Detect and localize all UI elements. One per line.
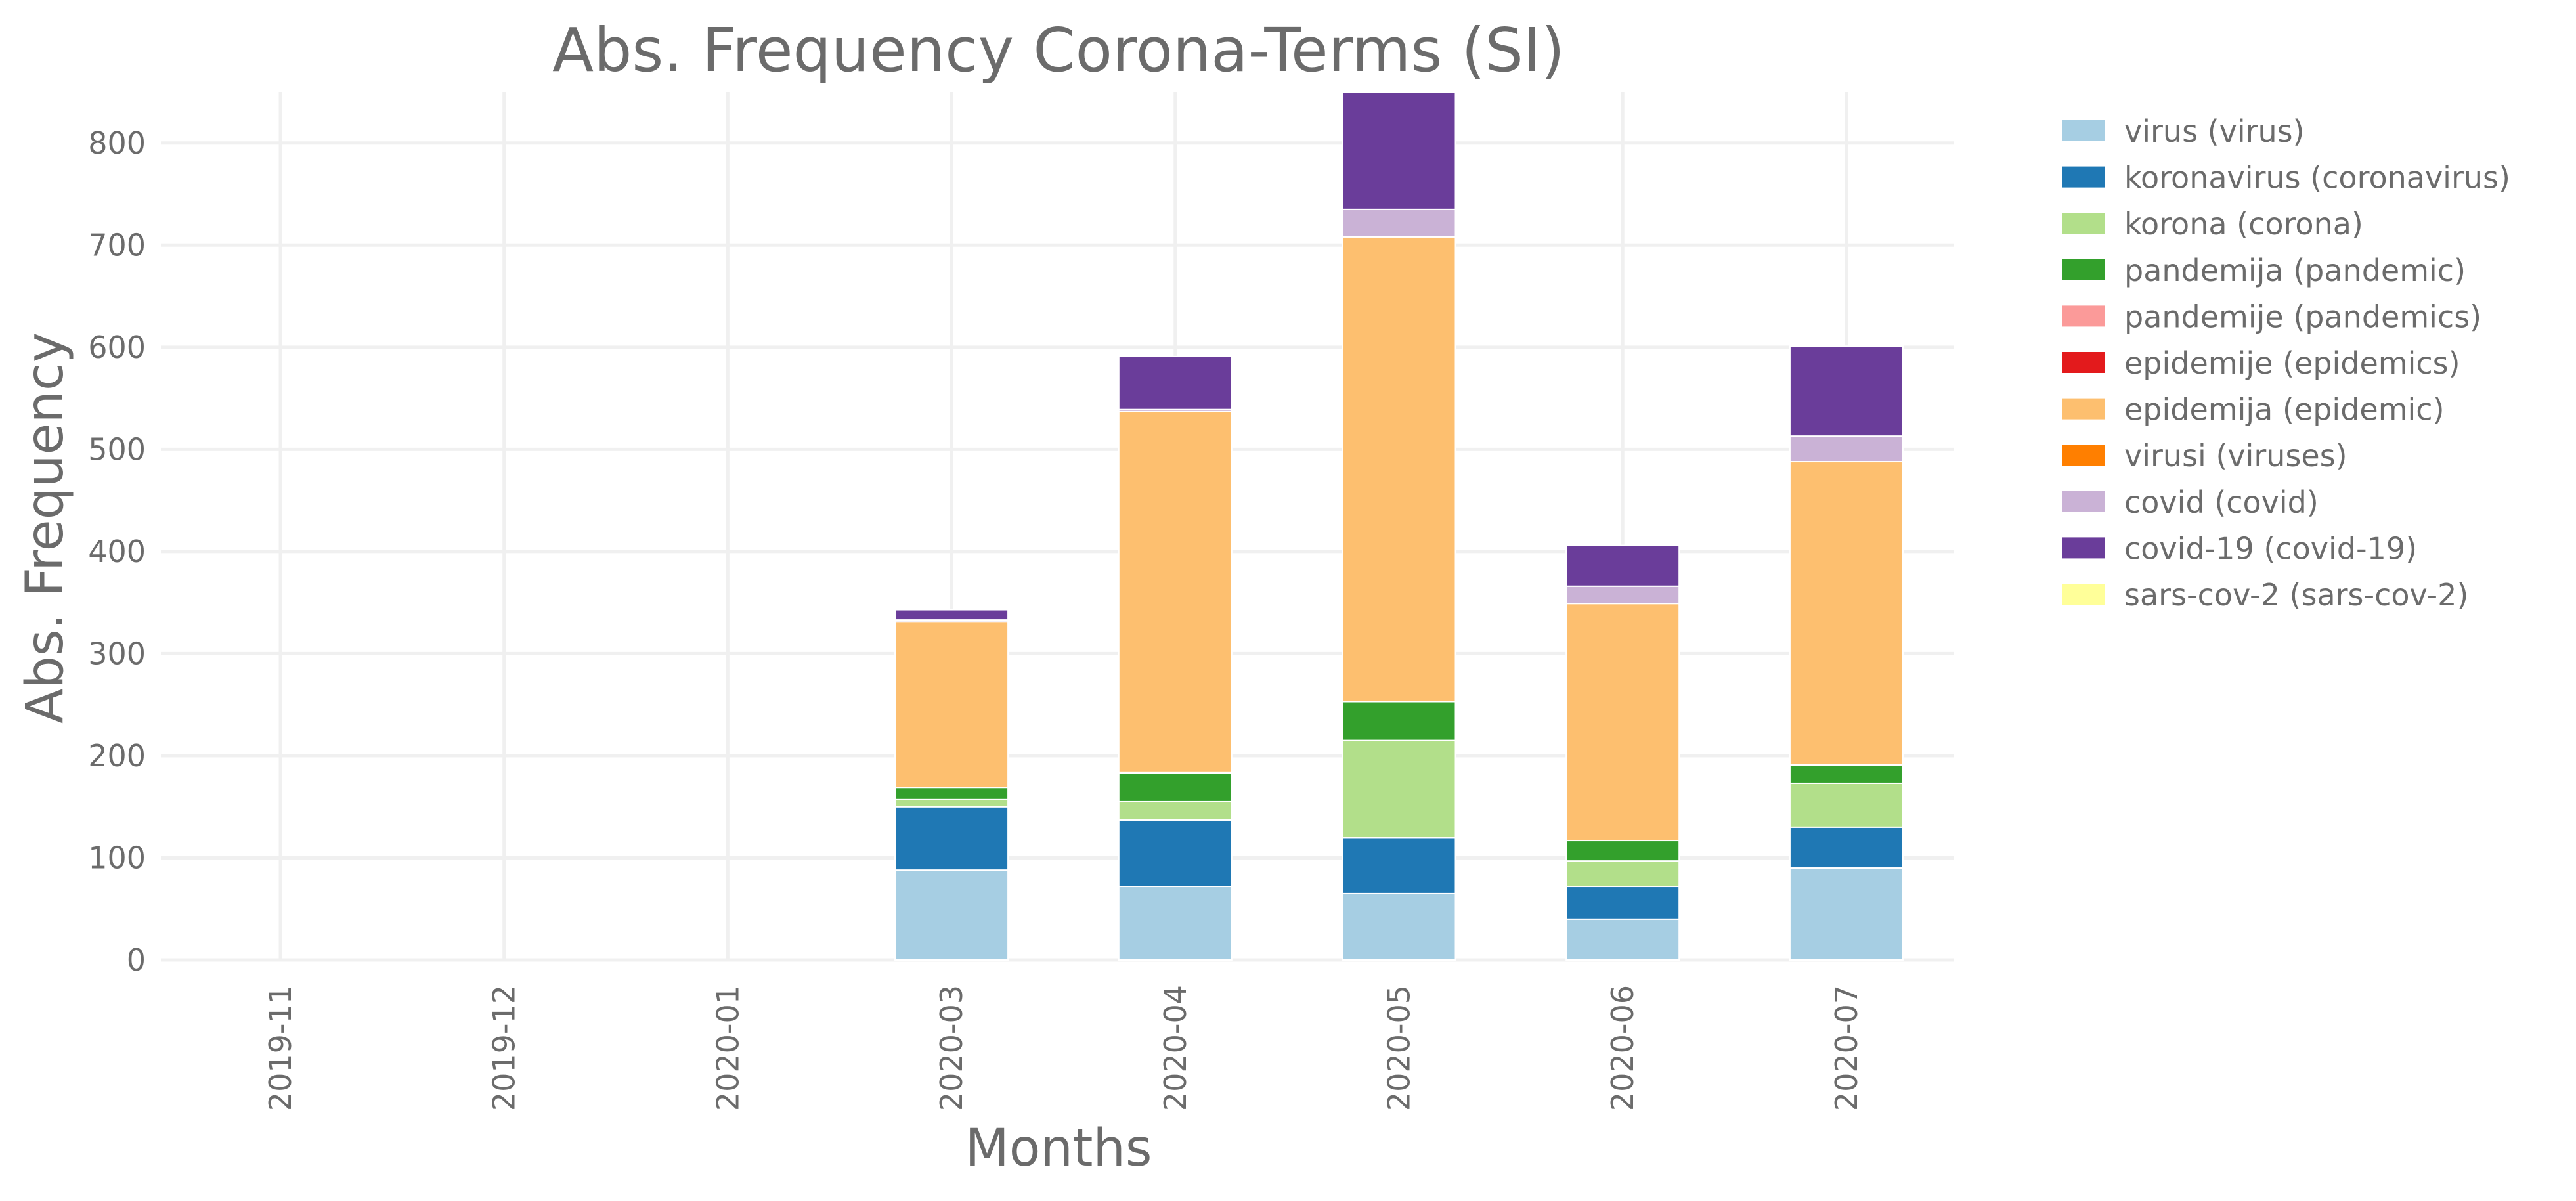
y-tick-label: 800	[88, 125, 146, 161]
bar-segment	[1789, 867, 1904, 961]
legend-swatch	[2062, 259, 2105, 280]
bar-segment	[1565, 840, 1680, 862]
chart-title: Abs. Frequency Corona-Terms (SI)	[552, 15, 1565, 85]
bar-stack	[1118, 355, 1233, 961]
y-tick-label: 0	[127, 942, 146, 978]
bar-segment	[1118, 819, 1233, 888]
x-tick-label: 2019-11	[263, 985, 298, 1111]
bar-segment	[1118, 355, 1233, 410]
bar-stack	[1789, 345, 1904, 961]
bar-segment	[1118, 800, 1233, 821]
bar-segment	[1342, 739, 1456, 839]
legend-swatch	[2062, 120, 2105, 141]
legend-swatch	[2062, 537, 2105, 559]
x-tick-labels: 2019-11 2019-12 2020-01 2020-03 2020-04 2020-…	[263, 985, 1864, 1111]
x-tick-label: 2020-06	[1605, 985, 1640, 1111]
bar-segment	[1118, 772, 1233, 802]
legend-swatch	[2062, 352, 2105, 373]
y-tick-label: 700	[88, 227, 146, 263]
y-tick-label: 600	[88, 330, 146, 365]
legend-label: virus (virus)	[2124, 114, 2305, 149]
x-tick-label: 2020-01	[710, 985, 745, 1111]
bar-segment	[1118, 410, 1233, 773]
bar-segment	[1565, 860, 1680, 888]
legend-swatch	[2062, 584, 2105, 605]
bar-segment	[1342, 208, 1456, 238]
legend-swatch	[2062, 398, 2105, 420]
legend-swatch	[2062, 305, 2105, 327]
bar-segment	[1342, 837, 1456, 894]
legend-swatch	[2062, 445, 2105, 466]
bar-segment	[1565, 918, 1680, 961]
bar-segment	[1342, 91, 1456, 210]
bar-segment	[1565, 544, 1680, 587]
y-tick-label: 100	[88, 840, 146, 875]
bar-segment	[1118, 886, 1233, 961]
bar-segment	[894, 609, 1009, 621]
legend-swatch	[2062, 491, 2105, 512]
x-tick-label: 2020-05	[1382, 985, 1417, 1111]
x-tick-label: 2019-12	[487, 985, 522, 1111]
y-tick-label: 300	[88, 636, 146, 671]
legend-label: epidemije (epidemics)	[2124, 345, 2460, 381]
legend-label: koronavirus (coronavirus)	[2124, 160, 2510, 196]
bars-layer	[894, 91, 1904, 961]
legend: virus (virus) koronavirus (coronavirus) ko…	[2062, 114, 2510, 613]
bar-segment	[1789, 782, 1904, 828]
bar-segment	[894, 621, 1009, 789]
legend-label: pandemije (pandemics)	[2124, 299, 2481, 334]
legend-swatch	[2062, 213, 2105, 234]
legend-label: korona (corona)	[2124, 206, 2363, 242]
y-tick-label: 200	[88, 738, 146, 774]
legend-label: covid (covid)	[2124, 485, 2319, 520]
bar-segment	[1789, 764, 1904, 784]
bar-segment	[894, 806, 1009, 871]
grid-layer	[161, 92, 1954, 962]
y-tick-labels: 0 100 200 300 400 500 600 700 800	[88, 125, 146, 978]
bar-segment	[1789, 461, 1904, 766]
bar-segment	[1789, 435, 1904, 463]
bar-segment	[1342, 701, 1456, 741]
bar-stack	[894, 609, 1009, 961]
bar-stack	[1565, 544, 1680, 961]
bar-stack	[1342, 91, 1456, 961]
legend-label: covid-19 (covid-19)	[2124, 531, 2417, 566]
x-tick-label: 2020-07	[1829, 985, 1864, 1111]
bar-segment	[1565, 886, 1680, 920]
x-tick-label: 2020-04	[1158, 985, 1193, 1111]
legend-swatch	[2062, 166, 2105, 188]
legend-label: virusi (viruses)	[2124, 438, 2347, 473]
bar-segment	[894, 869, 1009, 961]
y-axis-label: Abs. Frequency	[16, 332, 75, 724]
bar-segment	[1789, 345, 1904, 437]
x-axis-label: Months	[965, 1119, 1152, 1178]
bar-segment	[1789, 826, 1904, 869]
x-tick-label: 2020-03	[934, 985, 969, 1111]
y-tick-label: 400	[88, 534, 146, 569]
bar-segment	[1565, 585, 1680, 605]
bar-segment	[894, 798, 1009, 808]
legend-label: pandemija (pandemic)	[2124, 253, 2466, 288]
y-tick-label: 500	[88, 431, 146, 467]
bar-segment	[1342, 236, 1456, 703]
bar-segment	[1342, 892, 1456, 961]
bar-segment	[1565, 603, 1680, 842]
legend-label: sars-cov-2 (sars-cov-2)	[2124, 577, 2468, 613]
legend-label: epidemija (epidemic)	[2124, 392, 2445, 427]
bar-segment	[894, 787, 1009, 800]
